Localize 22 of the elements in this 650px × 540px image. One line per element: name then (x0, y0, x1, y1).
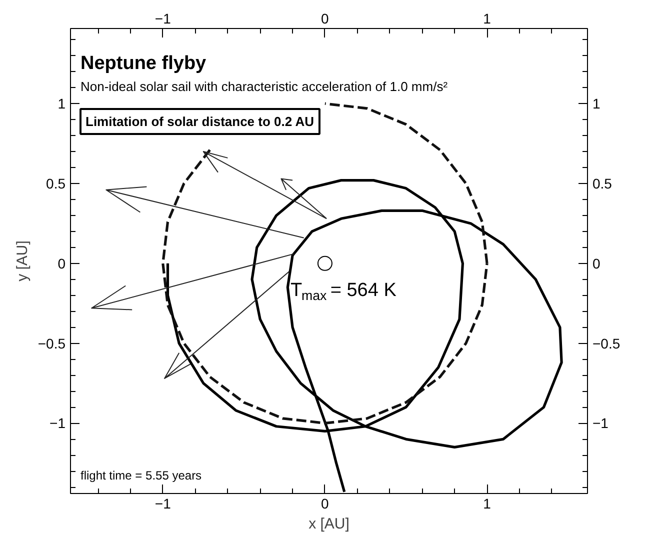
x-tick-label: 0 (321, 496, 330, 512)
y-tick-label: −0.5 (38, 335, 66, 352)
y-tick-label: 0.5 (46, 176, 66, 192)
y-axis-title: y [AU] (14, 240, 31, 282)
y2-tick-label: 1 (592, 96, 600, 112)
x2-tick-label: 0 (321, 10, 330, 26)
text: Neptune flyby (80, 53, 207, 74)
y-tick-label: −1 (50, 415, 66, 432)
x2-tick-label: 1 (483, 10, 492, 26)
x-tick-label: −1 (154, 496, 172, 512)
annotation: Limitation of solar distance to 0.2 AU (86, 114, 314, 129)
y2-tick-label: −0.5 (592, 335, 620, 352)
y2-tick-label: 0.5 (592, 176, 612, 192)
y-tick-label: 0 (58, 255, 66, 272)
y2-tick-label: −1 (592, 415, 609, 432)
x-tick-label: 1 (483, 496, 492, 512)
x2-tick-label: −1 (154, 10, 172, 26)
y2-tick-label: 0 (592, 255, 600, 272)
text: Non-ideal solar sail with characteristic acceleration of 1.0 mm/s² (80, 79, 448, 94)
x-axis-title: x [AU] (308, 516, 350, 532)
y-tick-label: 1 (58, 96, 66, 112)
annotation: flight time = 5.55 years (80, 468, 202, 482)
